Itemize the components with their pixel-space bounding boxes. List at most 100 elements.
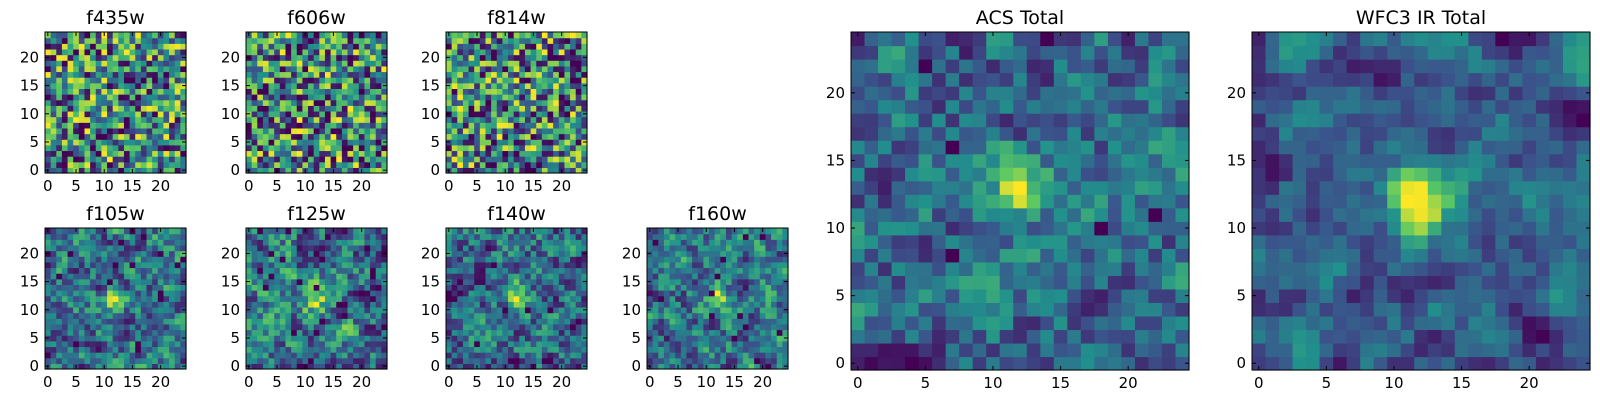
heatmap-cell [479,357,487,364]
heatmap-cell [319,357,326,364]
heatmap-cell [1107,167,1122,182]
heatmap-cell [547,357,554,364]
heatmap-cell [1148,356,1163,371]
heatmap-cell [474,267,481,274]
heatmap-cell [112,278,119,285]
heatmap-cell [564,312,571,319]
heatmap-cell [1134,288,1150,303]
heatmap-cell [697,273,704,280]
heatmap-cell [135,48,142,56]
heatmap-cell [319,65,326,73]
heatmap-cell [78,122,86,129]
heatmap-cell [519,244,526,252]
heatmap-cell [496,167,503,174]
heatmap-cell [496,363,503,370]
heatmap-cell [135,244,142,252]
heatmap-cell [112,295,119,302]
heatmap-cell [135,37,142,44]
heatmap-cell [381,228,388,235]
heatmap-cell [581,301,588,308]
heatmap-cell [502,105,509,112]
heatmap-cell [330,340,337,348]
heatmap-cell [341,228,349,235]
heatmap-cell [129,278,136,285]
heatmap-cell [669,323,676,331]
heatmap-cell [84,239,91,246]
heatmap-cell [50,32,57,39]
heatmap-cell [135,82,142,89]
heatmap-cell [107,278,114,285]
heatmap-cell [1121,288,1136,303]
heatmap-cell [67,144,74,152]
heatmap-cell [123,295,131,302]
heatmap-cell [771,306,778,314]
heatmap-cell [262,77,270,84]
heatmap-cell [169,167,176,174]
heatmap-cell [663,340,671,348]
heatmap-cell [508,295,515,302]
heatmap-cell [703,306,710,314]
heatmap-cell [457,54,464,61]
heatmap-cell [251,167,258,174]
heatmap-cell [274,139,281,146]
heatmap-cell [296,261,303,269]
x-tick-label: 15 [524,177,543,195]
heatmap-cell [479,335,487,342]
heatmap-cell [174,301,181,308]
heatmap-cell [118,133,125,140]
heatmap-cell [308,278,315,285]
heatmap-cell [575,273,582,280]
heatmap-cell [251,122,258,129]
heatmap-cell [524,284,532,291]
heatmap-cell [524,167,532,174]
heatmap-cell [553,94,560,101]
heatmap-cell [370,250,377,257]
heatmap-cell [370,267,377,274]
heatmap-cell [680,256,688,263]
heatmap-cell [703,290,710,297]
heatmap-cell [84,139,91,146]
heatmap-cell [451,233,458,240]
x-tick-label: 20 [753,373,772,391]
heatmap-cell [163,161,170,168]
heatmap-cell [78,318,86,325]
heatmap-cell [180,233,187,240]
heatmap-cell [474,284,481,291]
heatmap-cell [446,122,453,129]
y-tick-label: 5 [29,329,39,347]
heatmap-cell [731,357,738,364]
heatmap-cell [101,99,108,106]
heatmap-cell [336,306,343,314]
heatmap-cell [336,110,343,118]
heatmap-cell [513,167,520,174]
heatmap-cell [457,250,464,257]
heatmap-cell [268,60,275,67]
heatmap-cell [257,60,264,67]
heatmap-cell [513,267,520,274]
heatmap-cell [474,133,481,140]
heatmap-cell [658,233,665,240]
heatmap-cell [513,244,520,252]
heatmap-cell [765,261,772,269]
heatmap-cell [692,228,699,235]
heatmap-cell [581,60,588,67]
heatmap-cell [163,99,170,106]
heatmap-cell [558,139,566,146]
heatmap-cell [468,133,475,140]
heatmap-cell [754,273,761,280]
heatmap-cell [112,144,119,152]
heatmap-cell [547,346,554,353]
heatmap-cell [308,54,315,61]
heatmap-cell [246,329,253,336]
heatmap-cell [547,284,554,291]
heatmap-cell [725,233,733,240]
heatmap-cell [324,144,332,152]
heatmap-cell [279,122,287,129]
heatmap-cell [285,250,292,257]
heatmap-cell [709,318,716,325]
heatmap-cell [129,290,136,297]
heatmap-cell [502,161,509,168]
heatmap-cell [251,233,258,240]
heatmap-cell [1040,288,1055,303]
heatmap-cell [146,273,153,280]
